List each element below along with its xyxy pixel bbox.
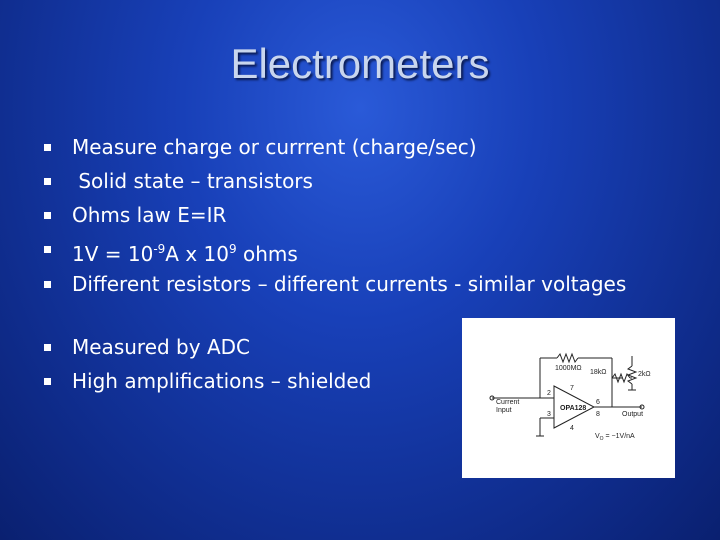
label: OPA128 — [560, 405, 586, 412]
label: = −1V/nA — [604, 433, 635, 440]
text: A x 10 — [165, 242, 229, 266]
resistor — [626, 365, 638, 385]
bullet-text: Measured by ADC — [72, 335, 250, 359]
terminal — [489, 395, 495, 401]
text: ohms — [236, 242, 298, 266]
label: 1000MΩ — [555, 365, 582, 372]
label: V — [595, 433, 600, 440]
bullet-text: 1V = 10-9A x 109 ohms — [72, 236, 672, 267]
label: Current — [496, 399, 519, 406]
label: 7 — [570, 385, 574, 392]
op-amp — [553, 385, 596, 429]
slide-title: Electrometers — [230, 40, 490, 87]
label: VO = −1V/nA — [595, 433, 635, 442]
label: 18kΩ — [590, 369, 607, 376]
text: 1V = 10 — [72, 242, 154, 266]
bullet-text: Different resistors – different currents… — [72, 272, 627, 296]
label: 4 — [570, 425, 574, 432]
superscript: 9 — [228, 242, 237, 256]
superscript: -9 — [153, 242, 166, 256]
bullet-text: Ohms law E=IR — [72, 203, 227, 227]
label: 8 — [596, 411, 600, 418]
label: 6 — [596, 399, 600, 406]
label: Input — [496, 407, 512, 414]
bullet-text: High amplifications – shielded — [72, 369, 372, 393]
label: 2kΩ — [638, 371, 651, 378]
resistor — [611, 372, 631, 384]
circuit-diagram: 1000MΩ 18kΩ 2kΩ 2 3 7 4 6 8 OPA128 Curre… — [462, 318, 675, 478]
label: 2 — [547, 390, 551, 397]
resistor — [556, 352, 579, 364]
label: 3 — [547, 411, 551, 418]
terminal — [639, 404, 645, 410]
label: O — [600, 436, 604, 442]
bullet-text: Measure charge or currrent (charge/sec) — [72, 135, 477, 159]
bullet-text: Solid state – transistors — [72, 169, 313, 193]
label: Output — [622, 411, 643, 418]
